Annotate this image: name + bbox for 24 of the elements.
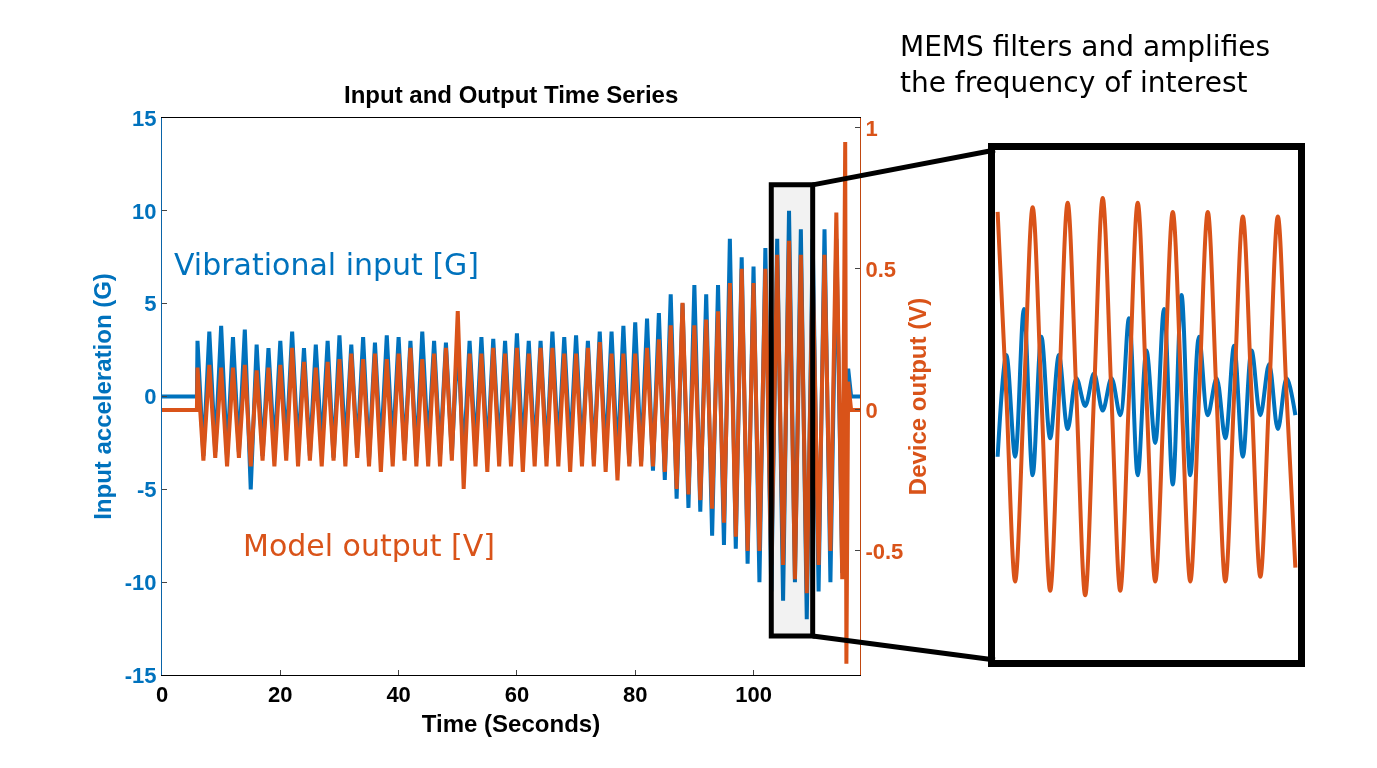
y-tick-label: 10 (132, 198, 157, 224)
series-label: Model output [V] (243, 528, 496, 563)
y-tick-label: -5 (137, 477, 157, 503)
y2-tick-label: -0.5 (865, 538, 904, 564)
y-tick-label: 0 (144, 384, 157, 410)
chart-title: Input and Output Time Series (344, 81, 679, 108)
y-tick-label: -10 (124, 569, 157, 595)
y-tick-label: 5 (144, 291, 157, 317)
chart-title: MEMS filters and amplifies the frequency of interest (900, 30, 1271, 100)
x-tick-label: 80 (622, 682, 648, 708)
x-tick-label: 60 (504, 682, 530, 708)
y-tick-label: -15 (124, 662, 157, 688)
y2-tick-label: 0 (865, 397, 878, 423)
x-tick-label: 40 (386, 682, 411, 708)
y-axis-title: Input acceleration (G) (88, 273, 116, 520)
y2-axis-title: Device output (V) (903, 297, 931, 496)
x-axis-title: Time (Seconds) (421, 709, 601, 737)
y-tick-label: 15 (132, 105, 157, 131)
line-series (162, 139, 860, 666)
x-tick-label: 100 (735, 682, 772, 708)
y2-tick-label: 0.5 (865, 256, 896, 282)
y2-tick-label: 1 (865, 115, 878, 141)
series-label: Vibrational input [G] (174, 247, 480, 282)
x-tick-label: 20 (268, 682, 293, 708)
